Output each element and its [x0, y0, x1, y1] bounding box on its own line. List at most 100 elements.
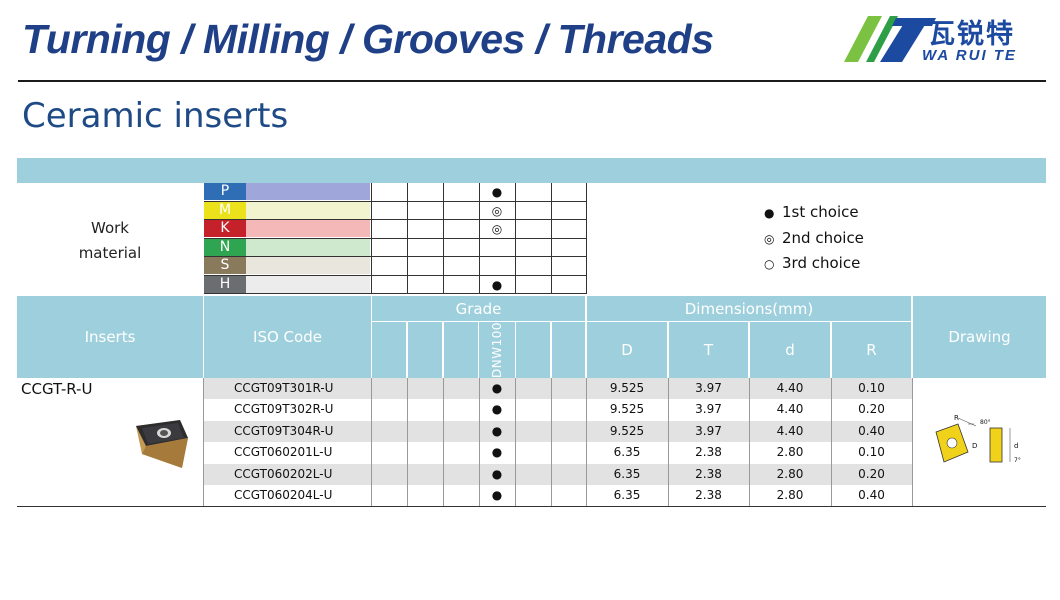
table-grid-line — [371, 378, 372, 506]
material-code-N: N — [204, 238, 246, 256]
cell-mark: ● — [491, 445, 503, 460]
table-grid-line — [407, 378, 408, 506]
legend-text: 2nd choice — [782, 228, 864, 247]
table-grid-line — [749, 378, 750, 506]
header-top-line — [17, 295, 1046, 296]
material-code-K: K — [204, 220, 246, 237]
legend-item: ○ 3rd choice — [764, 254, 860, 272]
drawing-header-text: Drawing — [948, 328, 1011, 346]
cell-D: 6.35 — [613, 488, 641, 502]
insert-name: CCGT-R-U — [21, 380, 93, 398]
grade-col-1 — [372, 322, 406, 378]
dim-D-header: D — [587, 322, 667, 378]
drawing-clearance-label: 7° — [1014, 457, 1021, 464]
dimensions-header-text: Dimensions(mm) — [684, 299, 814, 318]
cell-R: 0.10 — [858, 381, 885, 395]
cell-mark: ● — [491, 402, 503, 417]
legend-symbol: ◎ — [764, 231, 775, 246]
cell-T: 2.38 — [695, 445, 722, 460]
material-code-M: M — [204, 201, 246, 219]
cell-iso: CCGT09T301R-U — [234, 381, 334, 395]
logo-chinese-text: 瓦锐特 — [928, 19, 1015, 50]
cell-D: 6.35 — [613, 445, 641, 460]
material-row-line — [204, 274, 586, 276]
material-grid-line — [586, 183, 587, 294]
table-grid-line — [831, 378, 832, 506]
table-grid-line — [668, 378, 669, 506]
inserts-header-text: Inserts — [84, 328, 136, 346]
material-row-line — [204, 293, 586, 294]
cell-d: 4.40 — [776, 423, 804, 438]
cell-R: 0.10 — [858, 445, 885, 460]
material-bar-K — [246, 220, 370, 237]
grade-col-5 — [516, 322, 550, 378]
material-bar-N — [246, 238, 370, 256]
material-mark-H: ● — [491, 277, 503, 292]
cell-mark: ● — [491, 423, 503, 438]
table-row: CCGT060201L-U ● 6.35 2.38 2.80 0.10 — [204, 442, 912, 463]
material-grid-line — [443, 183, 444, 294]
material-grid-line — [371, 183, 372, 294]
material-grid-line — [407, 183, 408, 294]
cell-mark: ● — [491, 381, 503, 395]
cell-iso: CCGT09T302R-U — [234, 402, 334, 417]
cell-R: 0.20 — [858, 402, 885, 417]
table-grid-line — [479, 378, 480, 506]
material-mark-P: ● — [491, 185, 503, 199]
drawing-D-label: D — [972, 442, 977, 450]
grade-col-2 — [408, 322, 442, 378]
material-bar-P — [246, 183, 370, 200]
cell-d: 4.40 — [776, 402, 804, 417]
insert-photo — [136, 420, 188, 468]
cell-D: 6.35 — [613, 466, 641, 481]
cell-T: 2.38 — [695, 466, 722, 481]
grade-header: Grade — [372, 296, 585, 321]
brand-logo — [844, 16, 936, 62]
drawing-header: Drawing — [913, 296, 1046, 378]
table-row: CCGT060204L-U ● 6.35 2.38 2.80 0.40 — [204, 485, 912, 506]
cell-D: 9.525 — [609, 423, 645, 438]
material-row-line — [204, 219, 586, 220]
cell-d: 2.80 — [776, 466, 804, 481]
grade-dnw100-text: DNW100 — [490, 322, 504, 378]
table-row: CCGT060202L-U ● 6.35 2.38 2.80 0.20 — [204, 463, 912, 485]
legend-symbol: ● — [764, 206, 775, 220]
table-row: CCGT09T301R-U ● 9.525 3.97 4.40 0.10 — [204, 378, 912, 399]
table-grid-line — [586, 378, 587, 506]
dim-d-header: d — [750, 322, 830, 378]
cell-iso: CCGT060202L-U — [234, 466, 333, 481]
cell-iso: CCGT060201L-U — [234, 445, 333, 460]
inserts-header: Inserts — [17, 296, 203, 378]
cell-R: 0.40 — [858, 488, 885, 502]
material-row-line — [204, 200, 586, 202]
insert-drawing: R 80° D d 7° — [935, 414, 1021, 464]
grade-header-text: Grade — [455, 299, 502, 318]
table-bottom-line — [17, 506, 1046, 507]
legend-item: ● 1st choice — [764, 203, 859, 221]
header-divider — [18, 80, 1046, 82]
material-row-line — [204, 237, 586, 239]
cell-T: 3.97 — [695, 402, 722, 417]
material-code-P: P — [204, 183, 246, 200]
cell-iso: CCGT09T304R-U — [234, 423, 334, 438]
drawing-angle-label: 80° — [980, 419, 991, 426]
material-grid-line — [479, 183, 480, 294]
grade-col-6 — [552, 322, 585, 378]
dim-T-header: T — [669, 322, 748, 378]
dim-R-header: R — [832, 322, 911, 378]
cell-d: 2.80 — [776, 488, 804, 502]
material-bar-M — [246, 201, 370, 219]
page-title: Ceramic inserts — [22, 96, 289, 136]
material-code-S: S — [204, 257, 246, 274]
table-grid-line — [551, 378, 552, 506]
material-grid-line — [515, 183, 516, 294]
legend-item: ◎ 2nd choice — [764, 229, 864, 247]
material-grid-line — [551, 183, 552, 294]
cell-D: 9.525 — [609, 402, 645, 417]
iso-code-header: ISO Code — [204, 296, 371, 378]
cell-T: 2.38 — [695, 488, 722, 502]
legend-symbol: ○ — [764, 257, 775, 271]
material-row-line — [204, 256, 586, 257]
cell-T: 3.97 — [695, 423, 722, 438]
cell-d: 4.40 — [776, 381, 804, 395]
